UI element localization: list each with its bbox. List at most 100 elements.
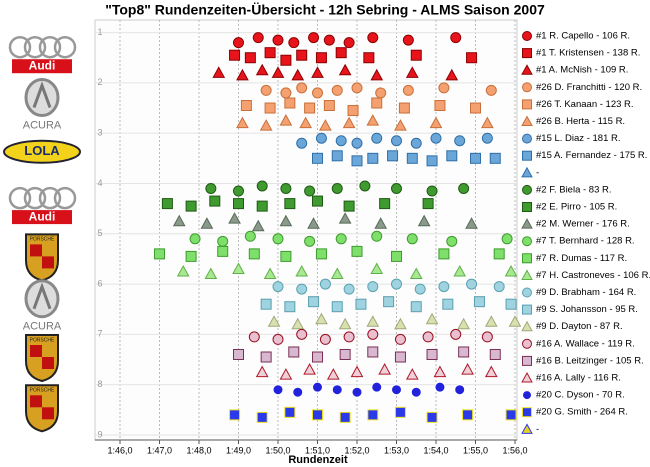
point [371,132,383,144]
legend-marker [522,390,532,401]
point [331,150,343,162]
point [272,233,284,245]
point [434,100,446,112]
point [371,381,383,393]
point [296,82,308,94]
point [255,365,269,378]
point [406,233,418,245]
x-axis-label: Rundenzeit [288,454,348,466]
legend-label: #7 R. Dumas - 117 R. [536,253,627,264]
point [217,235,229,247]
point [252,32,264,44]
point [422,331,434,343]
point [367,346,379,358]
legend-marker [522,31,532,41]
point [351,155,363,167]
point [264,102,276,114]
point [296,283,308,295]
point [347,105,359,117]
point [465,217,478,229]
point [366,114,380,126]
legend-label: #16 A. Wallace - 119 R. [536,338,635,349]
point [256,411,268,423]
logo-ring [8,186,32,210]
point [263,267,277,280]
point [236,68,249,81]
point [200,217,214,229]
point [454,384,466,396]
point [204,267,218,280]
point [331,384,343,396]
legend-marker [522,99,532,110]
point [272,333,284,345]
logo-ring [8,35,32,59]
point [457,317,470,330]
point [315,52,327,64]
point [489,348,501,360]
legend-label: #9 D. Dayton - 87 R. [536,321,623,332]
point [256,180,268,192]
legend-marker [521,269,533,280]
point [311,66,324,78]
logo-text: PORSCHE [30,337,55,343]
x-tick-label: 1:46,0 [107,445,132,455]
point [279,214,293,227]
point [355,298,367,310]
legend-marker [521,372,533,383]
point [442,298,454,310]
point [312,409,323,421]
point [466,278,478,290]
point [409,267,423,280]
x-tick-label: 1:47,0 [147,445,172,455]
point [343,200,355,212]
point [391,135,402,147]
point [481,331,493,343]
legend-label: #9 S. Johansson - 95 R. [536,304,638,315]
point [154,248,165,260]
point [466,52,478,64]
point [446,235,458,247]
point [315,248,327,260]
point [425,312,439,325]
logo-text: PORSCHE [30,237,55,243]
point [308,296,320,308]
legend-marker [521,115,533,127]
point [370,68,384,81]
point [398,102,410,114]
point [323,100,335,112]
point [288,37,300,49]
legend-marker [521,64,533,75]
legend-marker [522,184,532,195]
legend-marker [522,48,532,59]
point [185,200,197,212]
legend-marker [522,202,532,212]
logo-text: PORSCHE [30,388,55,394]
logo-crest [30,244,42,257]
point [233,348,244,360]
point [429,116,443,129]
point [233,185,244,197]
point [493,281,505,293]
point [505,298,517,310]
logo-text: ACURA [23,321,62,333]
logo-band [12,59,72,74]
point [212,66,226,78]
legend-label: #1 R. Capello - 106 R. [536,31,630,42]
point [280,54,292,66]
point [504,264,518,277]
point [312,351,323,363]
y-tick-label: 7 [97,329,102,339]
point [251,219,265,232]
logo-emblem [32,282,52,310]
point [248,331,260,343]
legend-label: - [536,424,539,435]
legend-label: #2 M. Werner - 176 R. [536,219,630,230]
point [312,195,323,207]
point [489,152,501,164]
point [296,137,308,149]
logo-ring [23,186,47,210]
point [508,315,522,327]
point [335,233,347,245]
x-tick-label: 1:50,0 [265,445,290,455]
